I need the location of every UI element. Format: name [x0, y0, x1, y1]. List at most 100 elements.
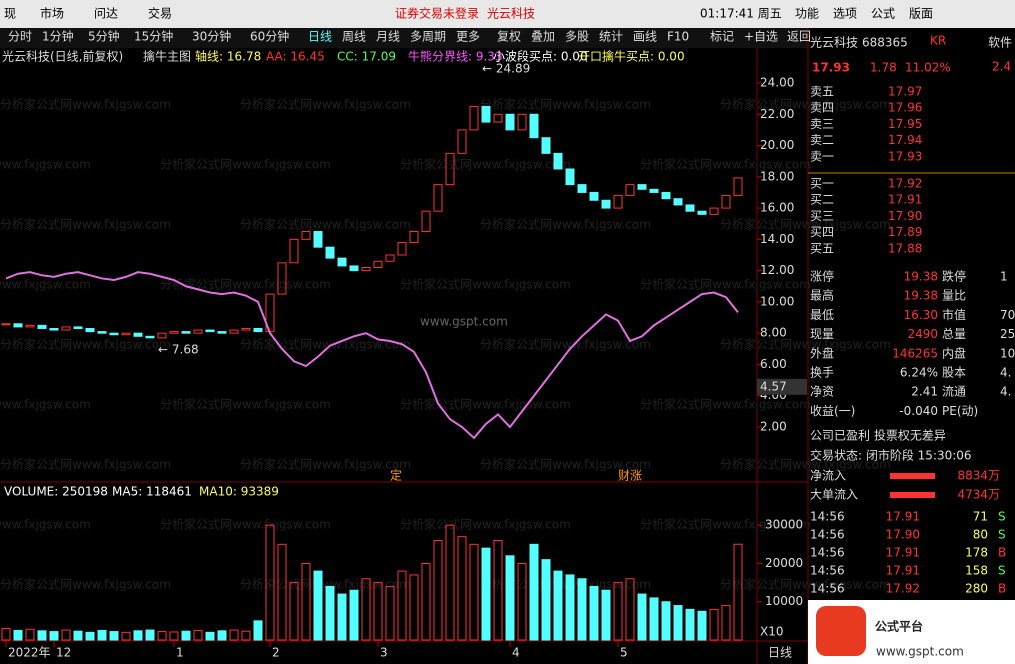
trade-status: 交易状态: 闭市阶段 15:30:06: [810, 448, 972, 463]
menu-item[interactable]: 功能: [795, 7, 819, 21]
volume-bar: [397, 570, 407, 641]
tick-price: 17.92: [886, 582, 920, 596]
period-tab[interactable]: 分时: [8, 30, 32, 44]
volume-bar: [73, 630, 83, 641]
candle: [553, 152, 563, 170]
menu-item[interactable]: 版面: [909, 7, 933, 21]
menu-item[interactable]: 市场: [40, 6, 64, 21]
candle: [121, 332, 131, 336]
period-tab[interactable]: 60分钟: [250, 29, 289, 44]
event-marker[interactable]: 财涨: [618, 468, 642, 483]
menu-item[interactable]: 选项: [833, 7, 857, 21]
watermark: 分析家公式网www.fxjgsw.com: [480, 217, 651, 232]
tick-side: B: [998, 582, 1006, 596]
book-label: 卖一: [810, 149, 834, 163]
volume-bar: [97, 629, 107, 641]
indicator-value: 小波段买点: 0.00: [493, 49, 588, 64]
tool-button[interactable]: 叠加: [531, 30, 555, 44]
watermark: 分析家公式网www.fxjgsw.com: [0, 337, 171, 352]
stat-value: 16.30: [904, 308, 938, 322]
tick-volume: 158: [965, 564, 988, 578]
volume-bar: [685, 608, 695, 641]
event-marker[interactable]: 定: [390, 468, 402, 483]
menu-item[interactable]: 问达: [94, 7, 118, 21]
period-tab[interactable]: 周线: [342, 30, 366, 44]
menu-item[interactable]: 交易: [148, 6, 172, 21]
y-tick-label: 10.00: [760, 294, 794, 308]
period-tab[interactable]: 更多: [456, 30, 480, 44]
period-tab[interactable]: 月线: [376, 30, 400, 44]
volume-bar: [133, 630, 143, 641]
volume-bar: [277, 543, 287, 641]
book-price: 17.88: [888, 241, 922, 255]
watermark: 分析家公式网www.fxjgsw.com: [480, 457, 651, 472]
tool-button[interactable]: 统计: [599, 30, 623, 44]
period-tab[interactable]: 15分钟: [134, 29, 173, 44]
candle: [529, 113, 539, 139]
candle: [397, 241, 407, 256]
volume-bar: [13, 629, 23, 641]
volume-bar: [493, 539, 503, 641]
y-tick-label: 30000: [765, 518, 803, 532]
y-tick-label: 24.00: [760, 75, 794, 89]
candle: [337, 257, 347, 267]
volume-bar: [121, 631, 131, 641]
change: 1.78: [870, 61, 897, 75]
candle: [133, 332, 143, 337]
volume-value: MA10: 93389: [199, 485, 279, 499]
y-tick-label: 14.00: [760, 232, 794, 246]
tick-volume: 280: [965, 582, 988, 596]
candle: [325, 246, 335, 259]
watermark: 分析家公式网www.fxjgsw.com: [400, 157, 571, 172]
tool-button[interactable]: 多股: [565, 30, 589, 44]
candle: [25, 324, 35, 328]
watermark: 分析家公式网www.fxjgsw.com: [400, 517, 571, 532]
stat-label: 换手: [810, 366, 834, 380]
menu-item[interactable]: 现: [4, 7, 16, 21]
watermark: 分析家公式网www.fxjgsw.com: [160, 517, 331, 532]
stat-value: 1: [1000, 270, 1008, 284]
cursor-box: [757, 378, 807, 395]
watermark: 分析家公式网www.fxjgsw.com: [480, 97, 651, 112]
watermark: 分析家公式网www.fxjgsw.com: [720, 217, 891, 232]
stat-value: 70: [1000, 308, 1015, 322]
watermark: 分析家公式网www.fxjgsw.com: [240, 337, 411, 352]
tool-button[interactable]: 复权: [497, 30, 521, 44]
side-tab: 软件: [988, 36, 1012, 50]
book-label: 卖三: [810, 117, 834, 131]
candle: [541, 137, 551, 154]
flow-bar: [890, 473, 935, 479]
volume-bar: [529, 543, 539, 641]
tool-button[interactable]: 画线: [633, 30, 657, 44]
y-tick-label: 6.00: [760, 357, 787, 371]
tick-side: B: [998, 546, 1006, 560]
stat-value: 4.: [1000, 385, 1011, 399]
watermark: 分析家公式网www.fxjgsw.com: [640, 397, 811, 412]
tick-volume: 178: [965, 546, 988, 560]
candle: [637, 184, 647, 190]
period-tab[interactable]: 30分钟: [192, 29, 231, 44]
volume-bar: [313, 570, 323, 641]
period-tab[interactable]: 1分钟: [42, 29, 74, 44]
y-tick-label: 16.00: [760, 201, 794, 215]
x-tick-label: 1: [176, 646, 184, 660]
period-tab[interactable]: 日线: [308, 30, 332, 44]
last-price: 17.93: [812, 61, 850, 75]
candle: [517, 113, 527, 131]
candle: [349, 265, 359, 272]
period-tab[interactable]: 5分钟: [88, 29, 120, 44]
tool-button[interactable]: 返回: [787, 30, 811, 44]
tool-button[interactable]: 标记: [710, 30, 734, 44]
watermark: 分析家公式网www.fxjgsw.com: [640, 157, 811, 172]
tool-button[interactable]: +自选: [744, 30, 778, 44]
stat-label: 最低: [810, 308, 834, 322]
candle: [49, 327, 59, 331]
stat-value: 10: [1000, 346, 1015, 360]
indicator-value: 牛熊分界线: 9.33: [408, 49, 503, 64]
tool-button[interactable]: F10: [667, 30, 689, 44]
y-tick-label: 18.00: [760, 169, 794, 183]
tick-price: 17.91: [886, 546, 920, 560]
period-tab[interactable]: 多周期: [410, 30, 446, 44]
menu-item[interactable]: 公式: [871, 7, 895, 21]
